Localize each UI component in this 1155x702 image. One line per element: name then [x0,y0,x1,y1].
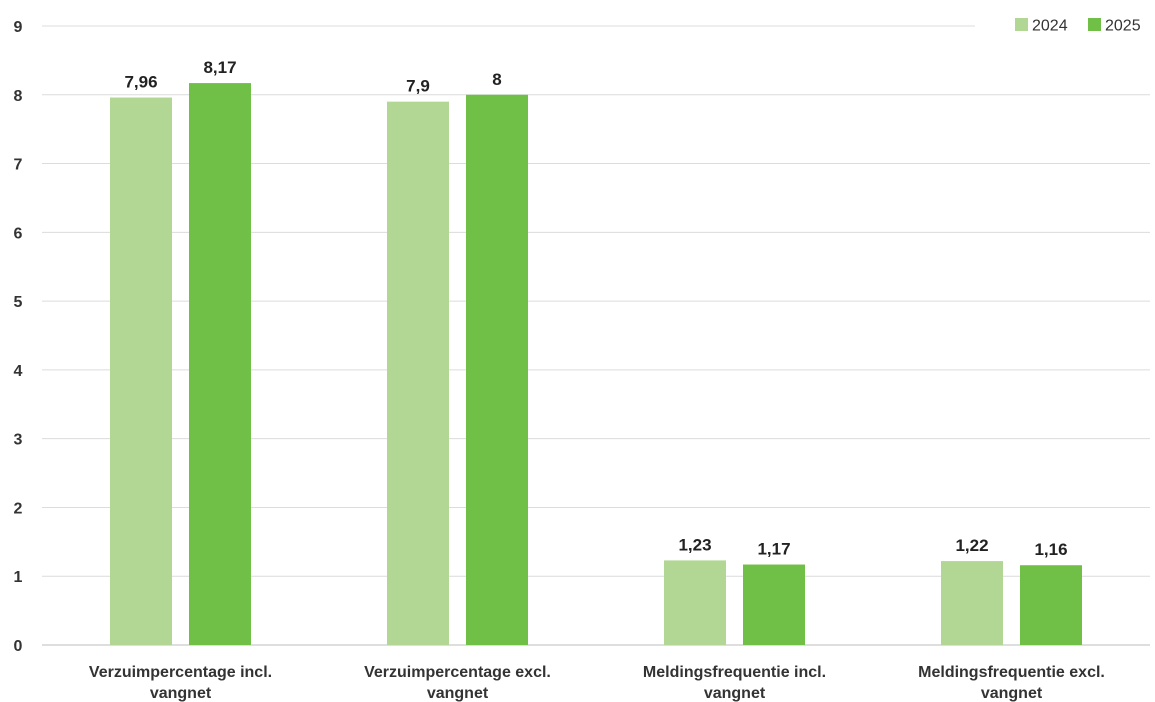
y-tick-label-8: 8 [14,88,23,105]
y-tick-label-1: 1 [14,569,23,586]
category-labels: Verzuimpercentage incl. vangnet Verzuimper… [89,664,1105,702]
category-label-1: Verzuimpercentage incl. vangnet [89,664,272,702]
bar-2024-1 [110,97,172,646]
legend: 2024 2025 [1015,18,1141,35]
data-label-2025-4: 1,16 [1034,540,1067,559]
bar-2025-1 [189,83,251,645]
data-label-2024-3: 1,23 [678,535,711,554]
data-label-2025-2: 8 [492,70,501,89]
legend-label-2024: 2024 [1032,18,1068,35]
bars [110,83,1082,646]
bar-2025-4 [1020,565,1082,645]
bar-2024-2 [387,101,449,645]
bar-2025-3 [743,564,805,645]
category-label-3: Meldingsfrequentie incl. vangnet [643,664,826,702]
y-tick-label-0: 0 [14,638,23,655]
data-labels: 7,96 8,17 7,9 8 1,23 1,17 1,22 1,16 [124,58,1067,559]
category-label-4: Meldingsfrequentie excl. vangnet [918,664,1105,702]
bar-2024-3 [664,560,726,645]
category-label-2: Verzuimpercentage excl. vangnet [364,664,551,702]
y-tick-label-2: 2 [14,500,23,517]
y-tick-label-6: 6 [14,225,23,242]
data-label-2024-1: 7,96 [124,73,157,92]
data-label-2025-3: 1,17 [757,540,790,559]
bar-2025-2 [466,94,528,646]
y-tick-label-5: 5 [14,294,23,311]
y-axis-ticks: 0 1 2 3 4 5 6 7 8 9 [14,19,23,655]
legend-label-2025: 2025 [1105,18,1141,35]
y-tick-label-4: 4 [14,363,23,380]
legend-swatch-2025 [1088,18,1101,31]
y-tick-label-9: 9 [14,19,23,36]
data-label-2025-1: 8,17 [203,58,236,77]
y-tick-label-7: 7 [14,157,23,174]
data-label-2024-4: 1,22 [955,536,988,555]
data-label-2024-2: 7,9 [406,77,430,96]
bar-2024-4 [941,561,1003,645]
legend-swatch-2024 [1015,18,1028,31]
y-tick-label-3: 3 [14,432,23,449]
